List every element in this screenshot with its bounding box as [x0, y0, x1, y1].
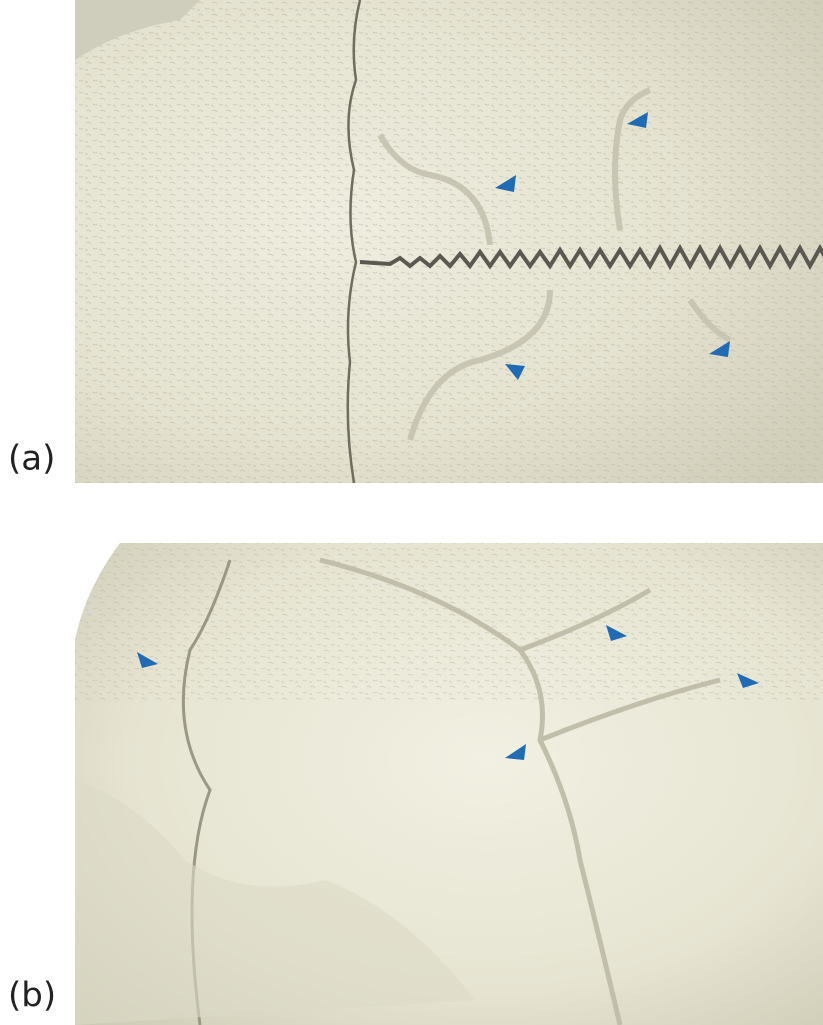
figure: (a) (b) — [0, 0, 823, 1025]
panel-b-image — [75, 543, 823, 1025]
panel-label: (a) — [8, 439, 55, 479]
panel-label: (b) — [8, 976, 56, 1016]
panel-a-image — [75, 0, 823, 483]
surface-texture — [75, 0, 823, 483]
surface-texture — [75, 543, 823, 703]
